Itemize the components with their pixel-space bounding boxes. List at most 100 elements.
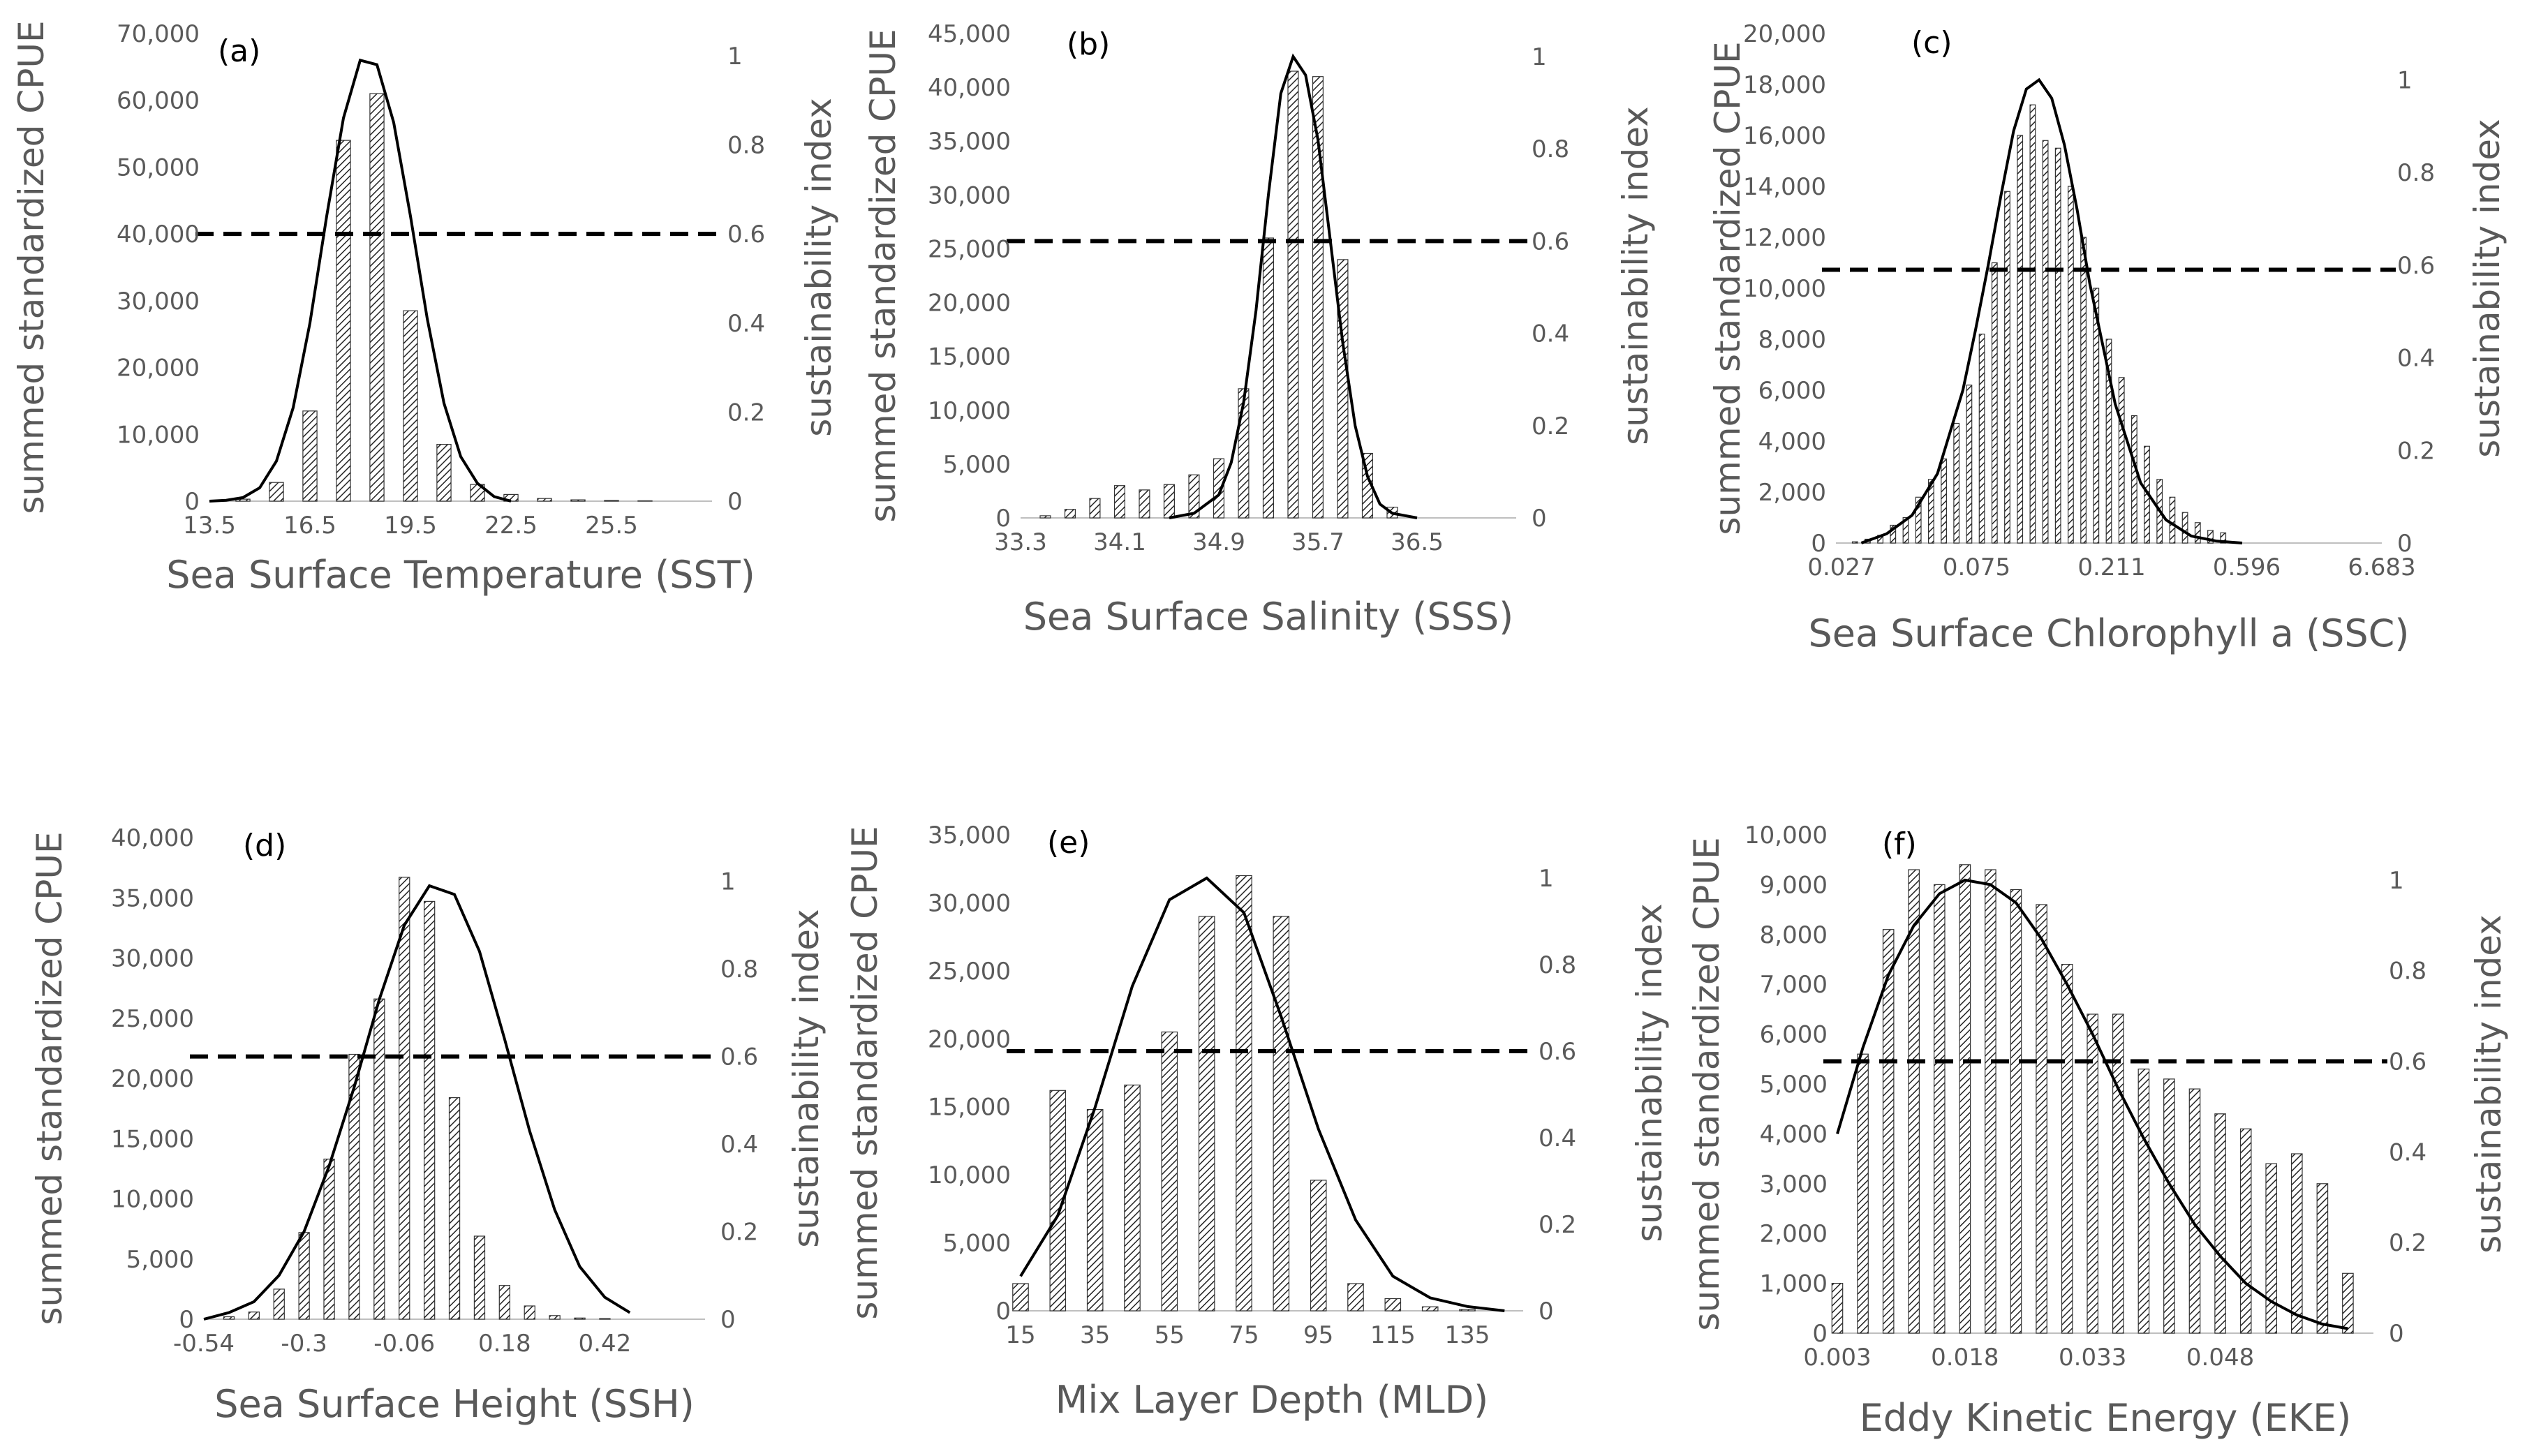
data-bar	[2036, 904, 2047, 1334]
x-tick-label: 35	[1080, 1321, 1110, 1349]
x-tick-label: -0.54	[173, 1330, 235, 1358]
data-bar	[1312, 76, 1324, 519]
y2-tick-label: 0.4	[2397, 345, 2435, 373]
x-tick-label: 35.7	[1291, 528, 1344, 556]
data-bar	[1915, 496, 1922, 544]
y-tick-label: 10,000	[928, 397, 1011, 425]
x-tick-label: 16.5	[283, 512, 336, 540]
y-tick-label: 40,000	[117, 221, 200, 248]
x-axis-title: Sea Surface Chlorophyll a (SSC)	[1809, 611, 2410, 655]
data-bar	[273, 1288, 285, 1320]
y-tick-label: 20,000	[117, 355, 200, 382]
y2-tick-label: 0.4	[720, 1131, 758, 1159]
x-tick-label: 0.027	[1807, 554, 1875, 581]
y-tick-label: 20,000	[1743, 20, 1826, 48]
x-tick-label: 33.3	[994, 528, 1047, 556]
y-tick-label: 9,000	[1760, 871, 1828, 899]
data-bar	[2118, 377, 2125, 544]
data-bar	[248, 1312, 260, 1320]
y2-axis-title: sustainability index	[786, 909, 827, 1248]
y-tick-label: 40,000	[928, 74, 1011, 102]
y-axis-title: summed standardized CPUE	[845, 826, 885, 1319]
x-tick-label: 34.9	[1192, 528, 1245, 556]
y-tick-label: 18,000	[1743, 71, 1826, 99]
data-bar	[1959, 864, 1971, 1334]
data-bar	[2214, 1113, 2226, 1334]
data-bar	[2029, 104, 2036, 544]
data-bar	[1039, 515, 1051, 519]
data-bar	[1064, 509, 1076, 519]
y2-tick-label: 0.4	[1539, 1124, 1576, 1152]
y-tick-label: 10,000	[117, 421, 200, 449]
data-bar	[348, 1053, 360, 1320]
panel-label: (e)	[1047, 825, 1090, 861]
y2-tick-label: 0	[1539, 1298, 1554, 1325]
data-bar	[1188, 474, 1200, 519]
x-tick-label: 19.5	[384, 512, 437, 540]
y-tick-label: 30,000	[928, 181, 1011, 209]
y-tick-label: 35,000	[111, 884, 194, 912]
data-bar	[1347, 1283, 1364, 1312]
x-axis-title: Mix Layer Depth (MLD)	[1055, 1378, 1488, 1422]
data-bar	[1902, 517, 1909, 544]
data-bar	[1928, 479, 1934, 544]
data-bar	[2087, 1013, 2098, 1334]
y2-tick-label: 0.2	[2389, 1229, 2426, 1257]
data-bar	[298, 1232, 310, 1320]
y-tick-label: 30,000	[111, 945, 194, 973]
y-tick-label: 7,000	[1760, 971, 1828, 999]
y-tick-label: 30,000	[928, 889, 1011, 917]
chart-panel-6: 0 1,000 2,000 3,000 4,000 5,000 6,000 7,000 8,00…	[1687, 822, 2509, 1440]
data-bar	[1198, 916, 1215, 1312]
x-tick-label: 0.18	[478, 1330, 531, 1358]
y-tick-label: 25,000	[111, 1005, 194, 1033]
y-tick-label: 0	[184, 488, 200, 516]
data-bar	[336, 140, 351, 502]
data-bar	[403, 310, 418, 502]
y-tick-label: 2,000	[1760, 1220, 1828, 1248]
data-bar	[2137, 1068, 2150, 1334]
data-bar	[2342, 1272, 2354, 1334]
chart-panel-4: 0 5,000 10,000 15,000 20,000 25,000 30,000 35,0…	[29, 824, 827, 1426]
y-tick-label: 50,000	[117, 154, 200, 181]
data-bar	[1287, 70, 1299, 519]
y-tick-label: 15,000	[111, 1125, 194, 1153]
data-bar	[2010, 889, 2022, 1334]
y2-tick-label: 0	[727, 488, 743, 516]
data-bar	[2054, 147, 2061, 544]
data-bar	[1941, 458, 1948, 544]
y-axis-title: summed standardized CPUE	[863, 29, 903, 522]
data-bar	[1161, 1031, 1178, 1312]
data-bar	[2181, 512, 2188, 544]
data-bar	[2105, 339, 2112, 544]
y2-tick-label: 1	[2397, 66, 2413, 94]
y-tick-label: 45,000	[928, 20, 1011, 48]
y-tick-label: 40,000	[111, 824, 194, 852]
x-axis-title: Sea Surface Temperature (SST)	[166, 553, 755, 597]
x-tick-label: 25.5	[585, 512, 638, 540]
y-axis-title: summed standardized CPUE	[1687, 837, 1727, 1330]
data-bar	[570, 499, 586, 502]
y2-tick-label: 0.6	[720, 1043, 758, 1071]
chart-panel-2: 0 5,000 10,000 15,000 20,000 25,000 30,000 35,0…	[863, 20, 1656, 639]
data-bar	[1966, 385, 1973, 544]
y-tick-label: 4,000	[1758, 428, 1826, 456]
data-bar	[604, 500, 619, 502]
y2-tick-label: 0.2	[1532, 413, 1569, 440]
x-tick-label: -0.3	[281, 1330, 327, 1358]
data-bar	[302, 410, 318, 502]
y-tick-label: 2,000	[1758, 479, 1826, 507]
y-tick-label: 16,000	[1743, 122, 1826, 150]
data-bar	[1831, 1282, 1844, 1334]
x-tick-label: 15	[1005, 1321, 1035, 1349]
si-curve	[1169, 53, 1418, 519]
data-bar	[2093, 288, 2100, 544]
x-tick-label: 115	[1370, 1321, 1416, 1349]
y2-tick-label: 0.6	[727, 221, 765, 248]
data-bar	[1163, 484, 1175, 519]
y-tick-label: 6,000	[1760, 1021, 1828, 1049]
data-bar	[1139, 489, 1150, 519]
data-bar	[1012, 1283, 1029, 1312]
data-bar	[269, 482, 284, 502]
x-tick-label: 55	[1155, 1321, 1185, 1349]
